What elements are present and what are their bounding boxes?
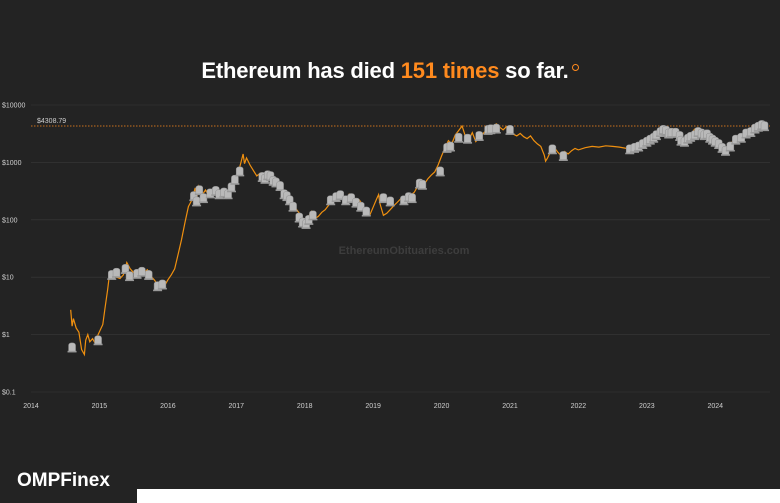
x-tick-label: 2020: [434, 403, 450, 410]
tombstone-icon[interactable]: [356, 201, 366, 212]
x-tick-label: 2024: [707, 403, 723, 410]
x-tick-label: 2017: [228, 403, 244, 410]
y-tick-label: $10: [2, 275, 14, 282]
tombstone-icon[interactable]: [67, 342, 77, 353]
tombstone-icon[interactable]: [407, 193, 417, 204]
tombstone-icon[interactable]: [137, 266, 147, 277]
bottom-panel: [137, 489, 780, 503]
x-tick-label: 2022: [571, 403, 587, 410]
tombstone-icon[interactable]: [385, 196, 395, 207]
tombstone-icon[interactable]: [558, 151, 568, 161]
tombstone-icon[interactable]: [288, 201, 298, 212]
x-tick-label: 2014: [23, 403, 39, 410]
x-axis: 2014 2015 2016 2017 2018 2019 2020 2021 2022 2023…: [23, 403, 723, 410]
headline-death-count: 151 times: [400, 58, 500, 83]
x-tick-label: 2018: [297, 403, 313, 410]
x-tick-label: 2015: [92, 403, 108, 410]
tombstone-icon[interactable]: [547, 144, 557, 155]
y-tick-label: $1000: [2, 160, 22, 167]
gridlines: [31, 104, 770, 393]
tombstone-icon[interactable]: [157, 279, 167, 290]
tombstone-icon[interactable]: [93, 335, 103, 346]
tombstone-icon[interactable]: [335, 190, 345, 201]
y-tick-label: $100: [2, 217, 18, 224]
tombstone-icon[interactable]: [361, 206, 371, 217]
tombstone-icon[interactable]: [445, 141, 455, 152]
tombstone-icon[interactable]: [378, 193, 388, 204]
headline-prefix: Ethereum has died: [201, 58, 401, 83]
price-line: [70, 122, 767, 357]
tombstone-icon[interactable]: [454, 132, 464, 143]
tombstone-icon[interactable]: [144, 270, 154, 280]
y-tick-label: $1: [2, 332, 10, 339]
tombstone-icon[interactable]: [125, 271, 135, 282]
headline-suffix: so far.: [499, 58, 569, 83]
tombstone-icon[interactable]: [417, 179, 427, 190]
tombstone-icon[interactable]: [308, 210, 318, 221]
death-markers: [67, 120, 770, 353]
tombstone-icon[interactable]: [491, 123, 501, 134]
x-tick-label: 2019: [365, 403, 381, 410]
x-tick-label: 2016: [160, 403, 176, 410]
watermark: EthereumObituaries.com: [339, 245, 470, 257]
tombstone-icon[interactable]: [505, 125, 515, 135]
tombstone-icon[interactable]: [194, 185, 204, 196]
y-axis: $10000 $1000 $100 $10 $1 $0.1: [2, 103, 25, 397]
y-tick-label: $10000: [2, 103, 25, 110]
tombstone-icon[interactable]: [235, 166, 245, 177]
x-tick-label: 2021: [502, 403, 518, 410]
tombstone-icon[interactable]: [760, 121, 770, 132]
tombstone-icon[interactable]: [275, 181, 285, 191]
x-tick-label: 2023: [639, 403, 655, 410]
tombstone-icon[interactable]: [435, 166, 445, 177]
headline: Ethereum has died 151 times so far.: [0, 58, 780, 84]
info-circle-icon[interactable]: [571, 64, 579, 71]
tombstone-icon[interactable]: [230, 174, 240, 185]
tombstone-icon[interactable]: [474, 131, 484, 141]
tombstone-icon[interactable]: [120, 264, 130, 274]
ath-reference-label: $4308.79: [37, 118, 66, 125]
tombstone-icon[interactable]: [463, 133, 473, 144]
brand-logo: OMPFinex: [17, 470, 110, 491]
tombstone-icon[interactable]: [112, 267, 122, 278]
y-tick-label: $0.1: [2, 390, 16, 397]
